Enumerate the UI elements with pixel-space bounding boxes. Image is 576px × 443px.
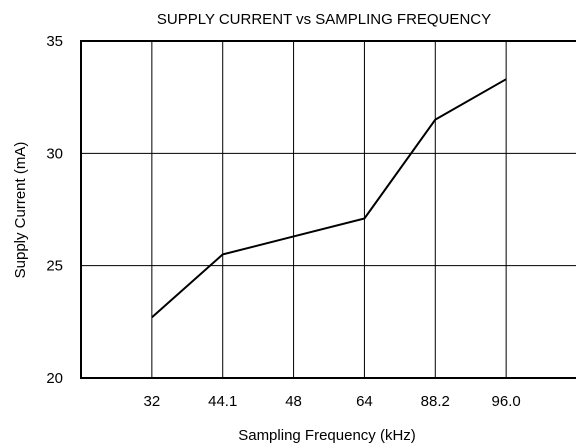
y-axis-label: Supply Current (mA) [12,142,29,279]
x-tick-label: 88.2 [421,393,450,410]
grid-lines [81,41,576,378]
x-tick-labels: 32 44.1 48 64 88.2 96.0 [144,393,521,410]
series-line [151,78,507,319]
x-tick-label: 64 [356,393,373,410]
x-tick-label: 44.1 [208,393,237,410]
y-tick-label: 30 [46,145,63,162]
x-tick-label: 96.0 [492,393,521,410]
y-tick-label: 35 [46,33,63,50]
x-tick-label: 32 [144,393,161,410]
plot-frame [80,40,576,379]
x-tick-label: 48 [285,393,302,410]
chart-title: SUPPLY CURRENT vs SAMPLING FREQUENCY [157,11,491,28]
y-tick-labels: 20 25 30 35 [46,33,63,387]
y-tick-label: 25 [46,258,63,275]
x-axis-label: Sampling Frequency (kHz) [238,427,416,443]
y-tick-label: 20 [46,370,63,387]
